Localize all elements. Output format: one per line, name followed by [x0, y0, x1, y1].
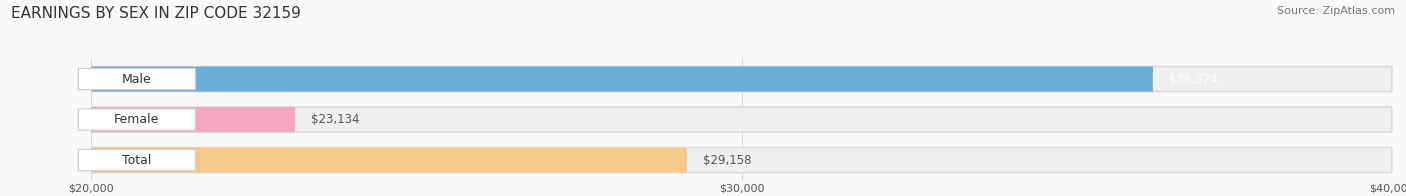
Text: EARNINGS BY SEX IN ZIP CODE 32159: EARNINGS BY SEX IN ZIP CODE 32159 — [11, 6, 301, 21]
FancyBboxPatch shape — [91, 66, 1153, 92]
Text: $36,324: $36,324 — [1170, 73, 1218, 85]
FancyBboxPatch shape — [79, 149, 195, 171]
FancyBboxPatch shape — [79, 68, 195, 90]
FancyBboxPatch shape — [91, 107, 295, 132]
FancyBboxPatch shape — [79, 109, 195, 130]
FancyBboxPatch shape — [91, 66, 1392, 92]
Text: Total: Total — [122, 154, 152, 167]
Text: $23,134: $23,134 — [312, 113, 360, 126]
Text: $29,158: $29,158 — [703, 154, 752, 167]
Text: Female: Female — [114, 113, 160, 126]
Text: Male: Male — [122, 73, 152, 85]
FancyBboxPatch shape — [91, 148, 1392, 173]
Text: Source: ZipAtlas.com: Source: ZipAtlas.com — [1277, 6, 1395, 16]
FancyBboxPatch shape — [91, 148, 688, 173]
FancyBboxPatch shape — [91, 107, 1392, 132]
